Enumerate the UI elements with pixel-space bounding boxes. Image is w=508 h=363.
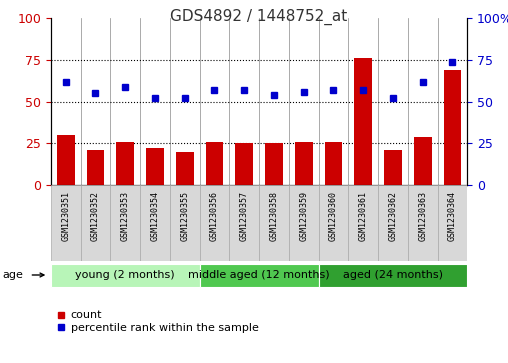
FancyBboxPatch shape [378,185,408,261]
Text: GSM1230356: GSM1230356 [210,191,219,241]
Text: GSM1230360: GSM1230360 [329,191,338,241]
Bar [235,143,253,185]
Text: GSM1230357: GSM1230357 [240,191,249,241]
Text: GSM1230358: GSM1230358 [269,191,278,241]
Text: GSM1230363: GSM1230363 [418,191,427,241]
Bar [86,150,104,185]
Text: middle aged (12 months): middle aged (12 months) [188,270,330,280]
FancyBboxPatch shape [200,185,229,261]
FancyBboxPatch shape [51,185,81,261]
Text: GSM1230355: GSM1230355 [180,191,189,241]
FancyBboxPatch shape [408,185,437,261]
Bar [443,70,461,185]
Bar [116,142,134,185]
Text: GSM1230364: GSM1230364 [448,191,457,241]
FancyBboxPatch shape [259,185,289,261]
Text: GSM1230354: GSM1230354 [150,191,160,241]
FancyBboxPatch shape [319,185,348,261]
FancyBboxPatch shape [348,185,378,261]
Bar [354,58,372,185]
Text: young (2 months): young (2 months) [75,270,175,280]
Bar [176,152,194,185]
Bar [325,142,342,185]
FancyBboxPatch shape [51,264,200,287]
FancyBboxPatch shape [229,185,259,261]
Bar [295,142,312,185]
FancyBboxPatch shape [437,185,467,261]
Bar [384,150,402,185]
Text: GSM1230362: GSM1230362 [389,191,397,241]
FancyBboxPatch shape [319,264,467,287]
Text: GSM1230359: GSM1230359 [299,191,308,241]
Text: aged (24 months): aged (24 months) [343,270,443,280]
Text: GDS4892 / 1448752_at: GDS4892 / 1448752_at [171,9,347,25]
Text: GSM1230353: GSM1230353 [121,191,130,241]
Bar [206,142,224,185]
Bar [146,148,164,185]
FancyBboxPatch shape [289,185,319,261]
Bar [57,135,75,185]
FancyBboxPatch shape [170,185,200,261]
Bar [265,143,283,185]
FancyBboxPatch shape [81,185,110,261]
Text: GSM1230352: GSM1230352 [91,191,100,241]
FancyBboxPatch shape [200,264,319,287]
FancyBboxPatch shape [110,185,140,261]
Text: GSM1230351: GSM1230351 [61,191,70,241]
Text: GSM1230361: GSM1230361 [359,191,368,241]
Legend: count, percentile rank within the sample: count, percentile rank within the sample [56,310,259,333]
Bar [414,137,432,185]
FancyBboxPatch shape [140,185,170,261]
Text: age: age [3,270,23,280]
